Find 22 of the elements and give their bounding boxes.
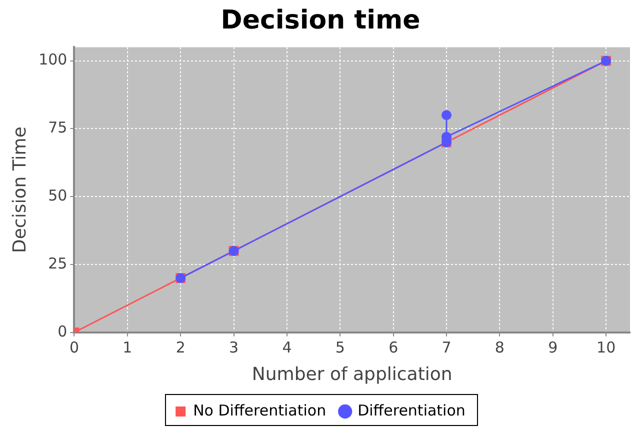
point bbox=[442, 110, 452, 120]
x-tick-label: 5 bbox=[335, 338, 345, 356]
x-tick-label: 9 bbox=[548, 338, 558, 356]
x-tick-label: 4 bbox=[282, 338, 292, 356]
y-tick-label: 0 bbox=[58, 322, 68, 340]
y-tick-label: 50 bbox=[48, 186, 68, 204]
chart-title: Decision time bbox=[220, 5, 420, 36]
x-tick-label: 7 bbox=[442, 338, 452, 356]
y-axis-title: Decision Time bbox=[9, 126, 30, 254]
legend-label: No Differentiation bbox=[193, 401, 326, 420]
y-tick-label: 100 bbox=[38, 50, 68, 69]
x-tick-label: 2 bbox=[176, 338, 186, 356]
y-tick-label: 75 bbox=[48, 118, 68, 137]
x-axis-title: Number of application bbox=[252, 364, 452, 385]
x-tick-label: 8 bbox=[494, 338, 504, 356]
x-tick-label: 6 bbox=[388, 338, 398, 356]
x-tick-label: 3 bbox=[229, 338, 239, 356]
x-tick-label: 10 bbox=[596, 338, 616, 356]
x-tick-label: 1 bbox=[122, 338, 132, 356]
legend-label: Differentiation bbox=[358, 401, 466, 420]
x-tick-label: 0 bbox=[69, 338, 80, 356]
y-tick-label: 25 bbox=[48, 254, 68, 272]
